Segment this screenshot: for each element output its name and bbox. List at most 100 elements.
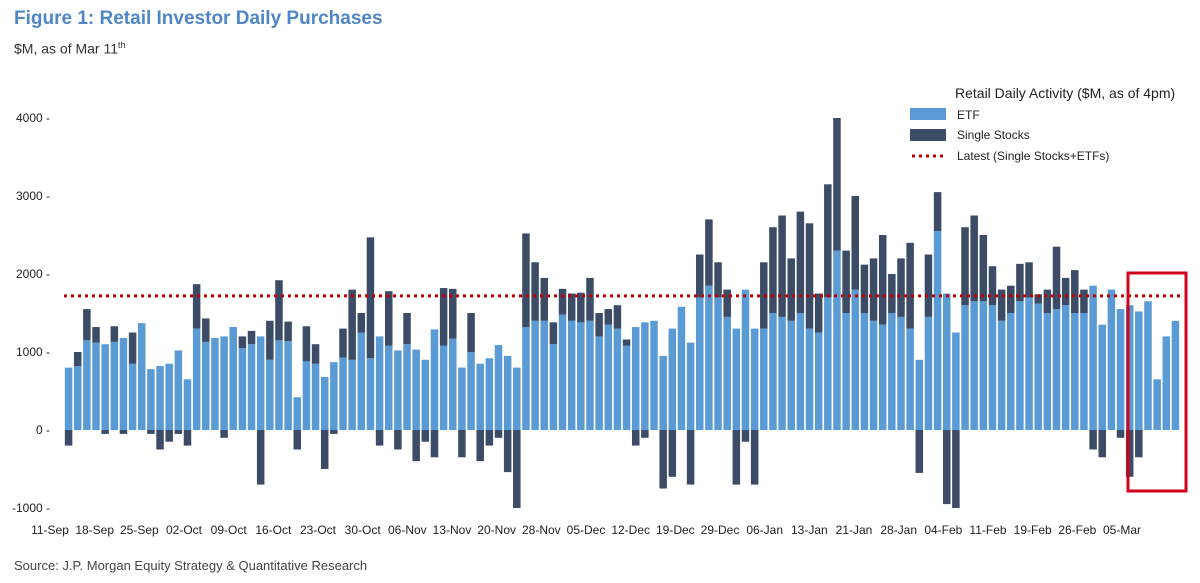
x-tick-label: 16-Oct [255, 523, 292, 537]
etf-bar [238, 348, 247, 430]
x-tick-label: 11-Sep [31, 523, 69, 537]
etf-bar [1052, 309, 1061, 430]
etf-bar [787, 320, 795, 430]
legend-label-latest: Latest (Single Stocks+ETFs) [957, 149, 1109, 163]
etf-bar [860, 313, 869, 430]
etf-bar [1135, 311, 1143, 430]
etf-bar [147, 369, 155, 430]
etf-bar [686, 342, 695, 430]
x-tick-label: 28-Nov [522, 523, 561, 537]
single-stocks-bar [714, 262, 722, 298]
etf-bar [485, 358, 494, 430]
etf-bar [266, 359, 274, 430]
single-stocks-bar [906, 242, 914, 329]
single-stocks-bar [613, 305, 622, 329]
single-stocks-bar [659, 430, 667, 489]
single-stocks-bar [156, 430, 164, 450]
single-stocks-bar [1025, 262, 1033, 298]
etf-bar [458, 367, 466, 430]
single-stocks-bar [1135, 430, 1143, 458]
etf-bar [229, 327, 237, 430]
etf-bar [1098, 324, 1106, 430]
single-stocks-bar [741, 430, 750, 442]
etf-bar [302, 361, 311, 430]
x-tick-label: 02-Oct [166, 523, 203, 537]
single-stocks-bar [549, 322, 558, 345]
etf-bar [622, 345, 631, 430]
single-stocks-bar [147, 430, 155, 434]
etf-bar [952, 332, 960, 430]
single-stocks-bar [357, 313, 366, 333]
etf-bar [961, 305, 969, 430]
etf-bar [275, 340, 283, 430]
single-stocks-bar [696, 254, 704, 298]
single-stocks-bar [668, 430, 677, 477]
single-stocks-bar [192, 284, 201, 329]
single-stocks-bar [467, 313, 475, 352]
single-stocks-bar [778, 215, 786, 317]
chart-title: Figure 1: Retail Investor Daily Purchase… [14, 8, 383, 29]
single-stocks-bar [384, 291, 393, 346]
single-stocks-bar [924, 254, 933, 317]
x-tick-label: 29-Dec [701, 523, 740, 537]
etf-bar [513, 367, 521, 430]
single-stocks-bar [476, 430, 484, 462]
etf-bar [430, 329, 439, 430]
source-note: Source: J.P. Morgan Equity Strategy & Qu… [14, 558, 368, 573]
single-stocks-bar [1016, 263, 1024, 302]
single-stocks-bar [284, 321, 292, 342]
single-stocks-bar [522, 233, 530, 328]
single-stocks-bar [1098, 430, 1106, 458]
single-stocks-bar [997, 289, 1006, 321]
etf-bar [796, 313, 805, 430]
etf-bar [366, 358, 375, 430]
single-stocks-bar [1007, 285, 1015, 313]
x-tick-label: 20-Nov [477, 523, 516, 537]
bar-series [64, 118, 1180, 508]
etf-bar [412, 349, 420, 430]
etf-bar [110, 341, 119, 430]
single-stocks-bar [1052, 246, 1061, 310]
single-stocks-bar [165, 430, 173, 442]
etf-bar [1116, 309, 1125, 430]
etf-bar [375, 336, 384, 430]
single-stocks-bar [952, 430, 960, 508]
y-tick-label: -1000 - [12, 501, 50, 515]
x-tick-label: 18-Sep [75, 523, 114, 537]
single-stocks-bar [732, 430, 741, 485]
legend-label-etf: ETF [957, 108, 980, 122]
etf-bar [696, 297, 704, 430]
single-stocks-bar [705, 219, 713, 286]
etf-bar [1089, 285, 1097, 430]
single-stocks-bar [1043, 289, 1052, 313]
x-tick-label: 25-Sep [120, 523, 159, 537]
single-stocks-bar [860, 264, 869, 313]
etf-bar [256, 336, 265, 430]
single-stocks-bar [92, 327, 100, 343]
single-stocks-bar [833, 118, 841, 251]
x-tick-label: 11-Feb [969, 523, 1006, 537]
etf-bar [202, 341, 210, 430]
single-stocks-bar [1034, 294, 1042, 304]
x-tick-label: 05-Mar [1103, 523, 1141, 537]
single-stocks-bar [878, 235, 887, 325]
single-stocks-bar [787, 258, 795, 321]
x-tick-label: 19-Feb [1014, 523, 1052, 537]
single-stocks-bar [238, 336, 247, 349]
legend-label-single-stocks: Single Stocks [957, 128, 1030, 142]
etf-bar [119, 337, 128, 430]
single-stocks-bar [503, 430, 512, 473]
etf-bar [247, 344, 256, 430]
single-stocks-bar [247, 330, 256, 345]
x-tick-label: 06-Nov [388, 523, 427, 537]
single-stocks-bar [686, 430, 695, 485]
single-stocks-bar [174, 430, 183, 434]
etf-bar [869, 320, 878, 430]
subtitle-superscript: th [118, 40, 126, 50]
single-stocks-bar [302, 326, 311, 362]
single-stocks-bar [979, 235, 988, 302]
etf-bar [1171, 320, 1180, 430]
etf-bar [531, 320, 539, 430]
etf-bar [330, 362, 338, 430]
single-stocks-bar [641, 430, 649, 438]
